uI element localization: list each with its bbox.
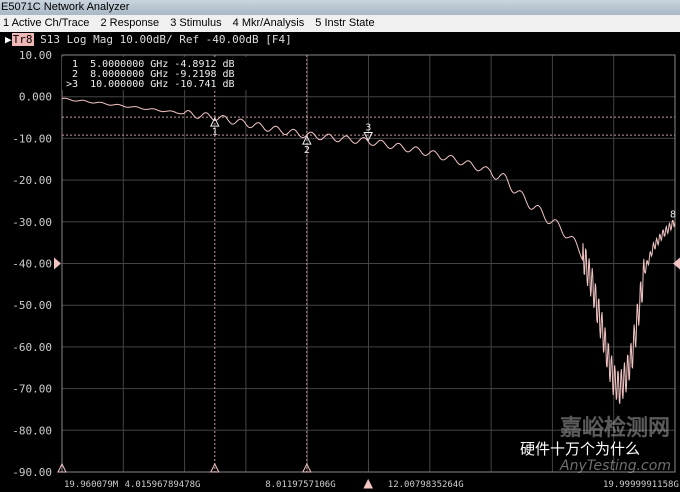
start-triangle-icon: [57, 462, 67, 473]
y-tick-label: -20.00: [12, 174, 52, 187]
x-tick-label: 8.0119757106G: [265, 480, 335, 490]
reference-right-icon: [673, 257, 680, 270]
marker-axis-triangle-icon: [209, 462, 220, 473]
marker-table-bg: [62, 57, 302, 90]
watermark-site-cn: 嘉峪检测网: [560, 416, 671, 441]
y-tick-label: -40.00: [12, 258, 52, 271]
x-tick-label: 12.0079835264G: [388, 480, 464, 490]
y-tick-label: -70.00: [12, 383, 52, 396]
marker-axis-triangle-icon: [302, 462, 312, 473]
marker-readout: 2 8.0000000 GHz -9.2198 dB: [66, 69, 235, 80]
watermark-text: 硬件十万个为什么: [520, 440, 641, 458]
marker-axis-triangle-icon: [363, 478, 374, 489]
trace-info: S13 Log Mag 10.00dB/ Ref -40.00dB [F4]: [33, 33, 292, 46]
trace-line: [61, 97, 676, 404]
marker-number: 3: [365, 122, 371, 133]
marker-readout: >3 10.000000 GHz -10.741 dB: [66, 79, 235, 90]
x-tick-label: 19.9999991158G: [603, 480, 679, 490]
y-tick-label: -80.00: [12, 424, 52, 437]
y-tick-label: -90.00: [12, 466, 52, 479]
watermark-site: AnyTesting.com: [560, 458, 671, 474]
menu-stimulus[interactable]: 3 Stimulus: [170, 17, 222, 29]
x-tick-label: 4.01596789478G: [125, 480, 201, 490]
y-tick-label: 0.000: [19, 91, 52, 104]
y-tick-label: 10.00: [19, 49, 52, 62]
marker-triangle-icon: [209, 116, 220, 127]
end-marker-label: 8: [670, 210, 676, 221]
marker-triangle-icon: [302, 135, 312, 145]
menu-bar: 1 Active Ch/Trace 2 Response 3 Stimulus …: [0, 15, 680, 32]
y-tick-label: -30.00: [12, 216, 52, 229]
y-tick-label: -50.00: [12, 299, 52, 312]
y-tick-label: -10.00: [12, 132, 52, 145]
marker-number: 1: [212, 127, 218, 138]
trace-badge[interactable]: Tr8: [11, 33, 34, 46]
marker-number: 2: [304, 145, 310, 156]
marker-readout: 1 5.0000000 GHz -4.8912 dB: [66, 59, 235, 70]
window-title: E5071C Network Analyzer: [0, 0, 680, 15]
menu-active-ch-trace[interactable]: 1 Active Ch/Trace: [3, 17, 90, 29]
menu-mkr-analysis[interactable]: 4 Mkr/Analysis: [232, 17, 305, 29]
menu-instr-state[interactable]: 5 Instr State: [315, 17, 375, 29]
x-tick-label: 19.960079M: [64, 480, 119, 490]
reference-left-icon: [54, 257, 61, 270]
marker-triangle-icon: [363, 131, 374, 142]
trace-header: ▶Tr8 S13 Log Mag 10.00dB/ Ref -40.00dB […: [5, 33, 292, 46]
menu-response[interactable]: 2 Response: [100, 17, 160, 29]
y-tick-label: -60.00: [12, 341, 52, 354]
